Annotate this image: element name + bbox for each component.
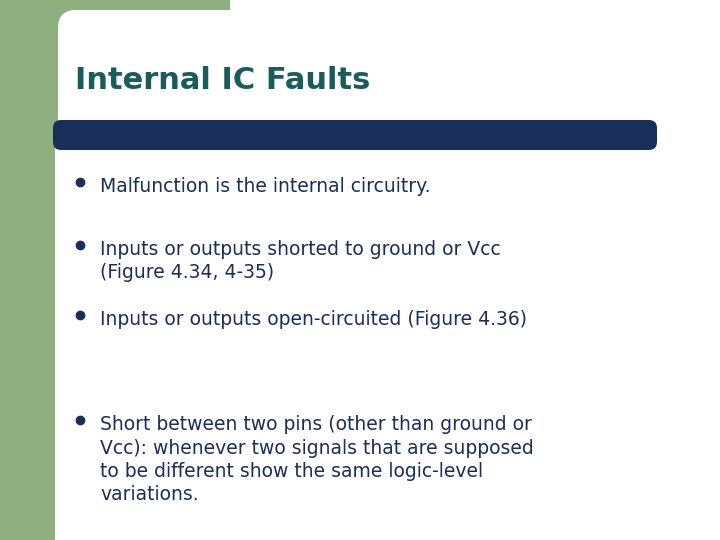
Text: Inputs or outputs open-circuited (Figure 4.36): Inputs or outputs open-circuited (Figure…: [100, 310, 527, 329]
Polygon shape: [0, 0, 230, 130]
FancyBboxPatch shape: [53, 120, 657, 150]
Text: Inputs or outputs shorted to ground or Vcc
(Figure 4.34, 4-35): Inputs or outputs shorted to ground or V…: [100, 240, 500, 282]
Text: Short between two pins (other than ground or
Vcc): whenever two signals that are: Short between two pins (other than groun…: [100, 415, 534, 504]
FancyBboxPatch shape: [58, 10, 710, 530]
Polygon shape: [0, 0, 55, 540]
Text: Malfunction is the internal circuitry.: Malfunction is the internal circuitry.: [100, 177, 431, 196]
Text: Internal IC Faults: Internal IC Faults: [75, 66, 370, 95]
